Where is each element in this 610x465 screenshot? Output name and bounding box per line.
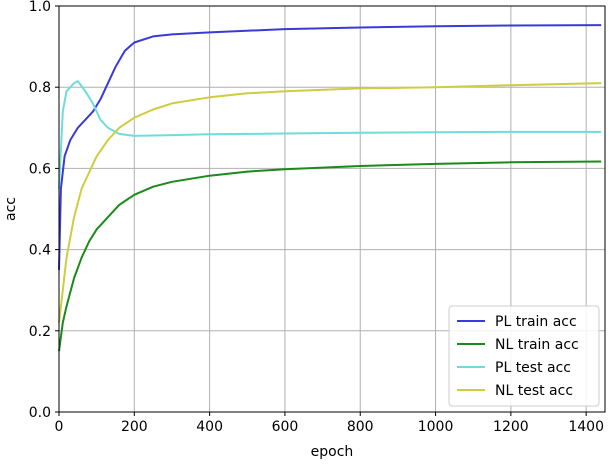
legend-box <box>448 305 600 407</box>
y-tick-label: 0.8 <box>29 80 51 96</box>
x-axis-ticks: 0 200 400 600 800 1000 1200 1400 <box>55 412 604 435</box>
legend-label: NL train acc <box>495 337 579 353</box>
y-tick-label: 0.6 <box>29 161 51 177</box>
series-line <box>58 160 602 352</box>
series-line <box>58 82 602 323</box>
x-tick-label: 800 <box>347 419 374 435</box>
plot-frame <box>58 5 606 413</box>
legend-label: NL test acc <box>495 383 573 399</box>
y-tick-label: 0.0 <box>29 405 51 421</box>
legend-label: PL train acc <box>495 314 577 330</box>
plot-lines <box>58 24 602 352</box>
grid <box>59 6 605 412</box>
legend: PL train acc NL train acc PL test acc NL te… <box>448 305 600 407</box>
series-line <box>58 24 602 270</box>
x-tick-label: 200 <box>121 419 148 435</box>
legend-label: PL test acc <box>495 360 571 376</box>
x-tick-label: 1000 <box>418 419 454 435</box>
y-tick-label: 0.2 <box>29 324 51 340</box>
y-axis-label: acc <box>3 197 19 221</box>
y-tick-label: 0.4 <box>29 243 51 259</box>
x-tick-label: 600 <box>272 419 299 435</box>
y-axis-ticks: 0.0 0.2 0.4 0.6 0.8 1.0 <box>29 0 59 421</box>
x-tick-label: 1400 <box>568 419 604 435</box>
x-axis-label: epoch <box>311 444 354 460</box>
y-tick-label: 1.0 <box>29 0 51 15</box>
x-tick-label: 0 <box>55 419 64 435</box>
series-line <box>58 80 602 189</box>
x-tick-label: 400 <box>196 419 223 435</box>
x-tick-label: 1200 <box>493 419 529 435</box>
